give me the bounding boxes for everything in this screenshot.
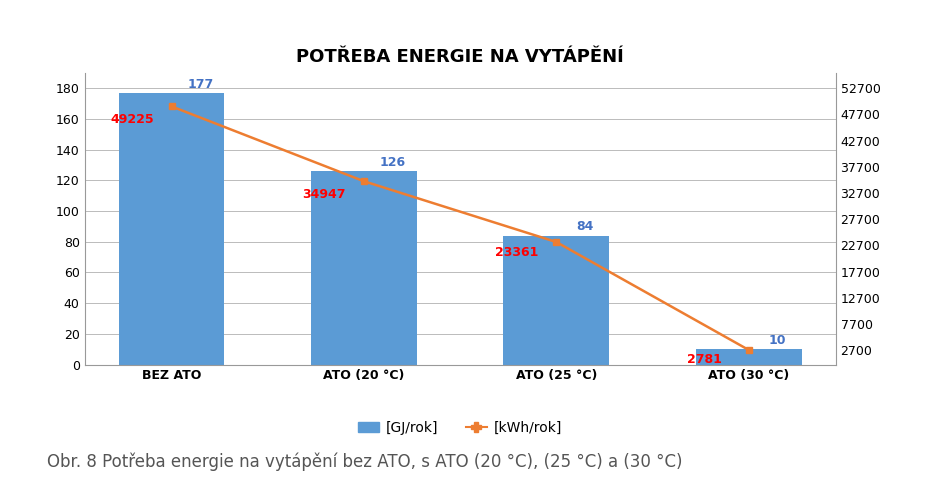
Bar <box>696 349 802 364</box>
Text: 10: 10 <box>769 334 786 347</box>
Title: POTŘEBA ENERGIE NA VYTÁPĚNÍ: POTŘEBA ENERGIE NA VYTÁPĚNÍ <box>296 48 624 66</box>
Text: 34947: 34947 <box>302 188 346 201</box>
Bar <box>118 93 224 364</box>
Text: 49225: 49225 <box>110 113 154 126</box>
Legend: [GJ/rok], [kWh/rok]: [GJ/rok], [kWh/rok] <box>352 415 568 440</box>
Bar <box>311 171 417 364</box>
Bar <box>503 236 609 364</box>
Text: 84: 84 <box>577 220 593 233</box>
Text: 177: 177 <box>187 78 213 90</box>
Text: 126: 126 <box>379 156 406 169</box>
Text: Obr. 8 Potřeba energie na vytápění bez ATO, s ATO (20 °C), (25 °C) a (30 °C): Obr. 8 Potřeba energie na vytápění bez A… <box>47 453 683 471</box>
Text: 23361: 23361 <box>495 246 538 259</box>
Text: 2781: 2781 <box>687 352 722 365</box>
